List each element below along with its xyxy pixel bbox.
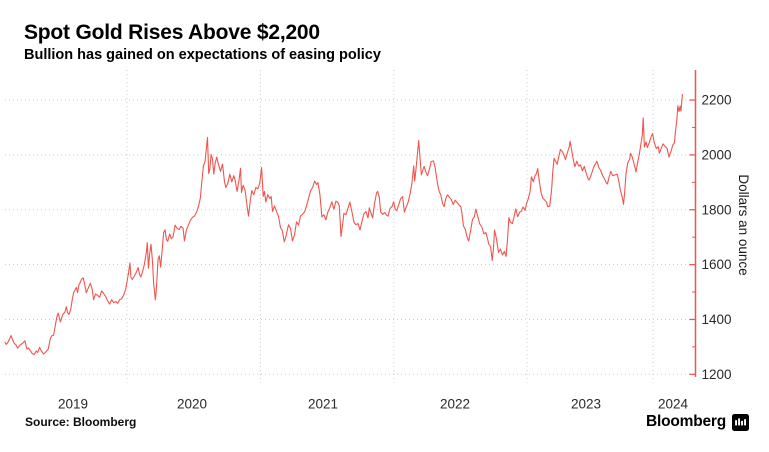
y-tick-labels: 1200 1400 1600 1800 2000 2200: [702, 93, 732, 382]
y-axis-title: Dollars an ounce: [736, 174, 751, 275]
y-tick-label-1600: 1600: [702, 257, 732, 272]
bloomberg-terminal-icon: [732, 413, 750, 431]
bloomberg-logo: Bloomberg: [646, 413, 750, 431]
y-axis: [689, 70, 697, 377]
chart-subtitle: Bullion has gained on expectations of ea…: [24, 47, 381, 63]
grid-horizontal: [5, 99, 695, 375]
y-tick-label-1800: 1800: [702, 202, 732, 217]
x-tick-label-2021: 2021: [308, 397, 338, 412]
x-tick-label-2024: 2024: [658, 397, 689, 412]
grid-vertical: [126, 70, 654, 383]
x-tick-label-2020: 2020: [177, 397, 207, 412]
chart-title: Spot Gold Rises Above $2,200: [24, 21, 320, 44]
x-tick-label-2019: 2019: [58, 397, 88, 412]
x-tick-label-2022: 2022: [440, 397, 470, 412]
y-tick-label-2200: 2200: [702, 93, 732, 108]
y-tick-label-1400: 1400: [702, 312, 732, 327]
y-tick-label-2000: 2000: [702, 148, 732, 163]
bloomberg-logo-text: Bloomberg: [646, 413, 727, 430]
y-tick-label-1200: 1200: [702, 367, 732, 382]
x-tick-label-2023: 2023: [571, 397, 601, 412]
price-line: [4, 93, 684, 356]
source-note: Source: Bloomberg: [25, 415, 137, 429]
x-tick-labels: 2019 2020 2021 2022 2023 2024: [58, 397, 689, 412]
